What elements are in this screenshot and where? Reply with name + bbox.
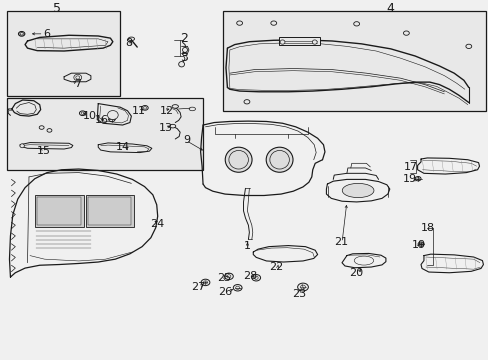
Text: 22: 22 [268, 262, 283, 272]
Text: 6: 6 [43, 29, 50, 39]
Text: 19: 19 [403, 174, 416, 184]
Ellipse shape [353, 22, 359, 26]
Ellipse shape [224, 273, 233, 280]
Text: 20: 20 [349, 269, 363, 279]
Ellipse shape [178, 62, 184, 67]
Ellipse shape [244, 100, 249, 104]
Bar [278, 37, 320, 45]
Ellipse shape [172, 105, 178, 108]
Ellipse shape [108, 117, 115, 122]
Text: 13: 13 [158, 122, 172, 132]
Text: 1: 1 [244, 240, 250, 251]
Text: 14: 14 [115, 141, 129, 152]
Ellipse shape [169, 124, 175, 128]
Text: 7: 7 [74, 79, 81, 89]
Ellipse shape [74, 74, 81, 81]
Ellipse shape [342, 183, 373, 198]
Bar [6, 10, 120, 96]
Text: 11: 11 [131, 107, 145, 116]
Ellipse shape [297, 283, 308, 291]
Ellipse shape [201, 279, 209, 285]
Ellipse shape [265, 147, 292, 172]
Text: 19: 19 [411, 240, 425, 250]
Text: 3: 3 [180, 51, 187, 64]
Text: 23: 23 [291, 289, 305, 299]
Text: 9: 9 [183, 135, 190, 145]
Text: 8: 8 [125, 39, 132, 49]
Text: 17: 17 [404, 162, 417, 172]
Ellipse shape [39, 126, 44, 129]
Bar [6, 98, 203, 170]
Text: 12: 12 [159, 107, 173, 116]
Bar [37, 197, 81, 225]
Ellipse shape [312, 40, 317, 44]
Ellipse shape [182, 48, 187, 53]
Ellipse shape [189, 107, 195, 111]
Text: 25: 25 [217, 273, 231, 283]
Text: 28: 28 [243, 271, 257, 281]
Text: 24: 24 [150, 219, 164, 229]
Text: 15: 15 [37, 146, 50, 156]
Ellipse shape [417, 242, 423, 246]
Ellipse shape [225, 147, 251, 172]
Text: 5: 5 [53, 2, 61, 15]
Ellipse shape [20, 144, 24, 148]
Ellipse shape [79, 111, 85, 116]
Ellipse shape [236, 21, 242, 25]
Text: 2: 2 [180, 32, 187, 45]
Text: 4: 4 [386, 2, 394, 15]
Text: 10: 10 [82, 111, 96, 121]
Text: 27: 27 [191, 282, 205, 292]
Ellipse shape [270, 21, 276, 25]
Bar [35, 195, 83, 227]
Text: 18: 18 [420, 223, 434, 233]
Ellipse shape [251, 275, 260, 281]
Ellipse shape [128, 37, 134, 41]
Ellipse shape [19, 32, 25, 36]
Bar [88, 197, 131, 225]
Ellipse shape [414, 176, 420, 181]
Ellipse shape [465, 44, 471, 49]
Ellipse shape [142, 105, 148, 110]
Text: 21: 21 [333, 237, 347, 247]
Bar [86, 195, 134, 227]
Text: 16: 16 [95, 116, 108, 125]
Ellipse shape [233, 284, 242, 291]
Ellipse shape [403, 31, 408, 35]
Ellipse shape [280, 40, 285, 44]
Text: 26: 26 [218, 287, 232, 297]
Ellipse shape [47, 129, 52, 132]
Ellipse shape [107, 111, 118, 120]
Bar [222, 10, 485, 111]
